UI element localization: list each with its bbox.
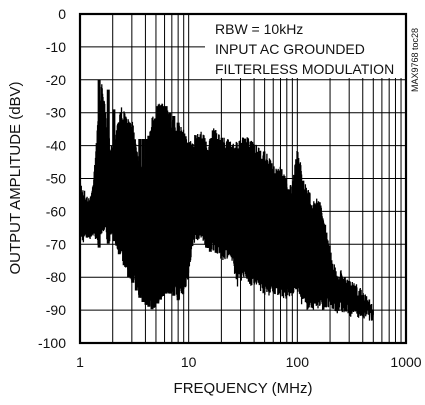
x-axis-label: FREQUENCY (MHz) bbox=[174, 380, 313, 397]
y-tick-label: -10 bbox=[46, 39, 66, 55]
y-tick-label: -80 bbox=[46, 269, 66, 285]
x-tick-label: 10 bbox=[181, 354, 197, 370]
y-tick-label: -100 bbox=[38, 335, 66, 351]
x-tick-label: 1000 bbox=[390, 354, 421, 370]
y-tick-label: -70 bbox=[46, 236, 66, 252]
y-axis-ticks: 0 -10 -20 -30 -40 -50 -60 -70 -80 -90 -100 bbox=[38, 6, 66, 351]
x-tick-label: 100 bbox=[286, 354, 310, 370]
y-tick-label: -30 bbox=[46, 105, 66, 121]
plot-frame bbox=[78, 12, 408, 345]
annotation-modulation: FILTERLESS MODULATION bbox=[215, 61, 394, 77]
y-tick-label: -60 bbox=[46, 203, 66, 219]
x-axis-ticks: 1 10 100 1000 bbox=[76, 354, 422, 370]
y-tick-label: -50 bbox=[46, 171, 66, 187]
annotation-input: INPUT AC GROUNDED bbox=[215, 41, 365, 57]
y-axis-label: OUTPUT AMPLITUDE (dBV) bbox=[7, 81, 24, 274]
annotation-rbw: RBW = 10kHz bbox=[215, 21, 303, 37]
y-tick-label: -90 bbox=[46, 302, 66, 318]
data-series bbox=[79, 79, 374, 321]
annotation-box bbox=[205, 14, 406, 78]
y-tick-label: -40 bbox=[46, 138, 66, 154]
y-tick-label: -20 bbox=[46, 72, 66, 88]
y-tick-label: 0 bbox=[58, 6, 66, 22]
x-tick-label: 1 bbox=[76, 354, 84, 370]
figure-side-label: MAX9768 toc28 bbox=[410, 28, 420, 92]
